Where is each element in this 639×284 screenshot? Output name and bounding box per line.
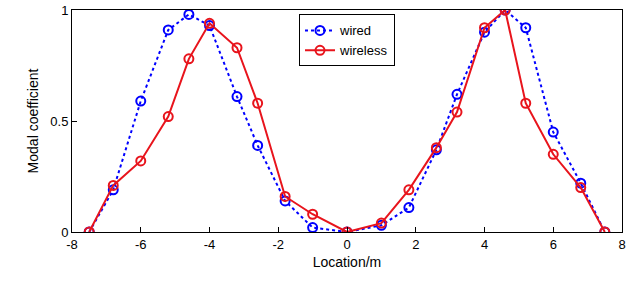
svg-text:-4: -4 (204, 237, 216, 252)
svg-text:-6: -6 (135, 237, 147, 252)
svg-text:8: 8 (618, 237, 625, 252)
svg-text:wired: wired (339, 23, 371, 38)
svg-text:1: 1 (61, 3, 68, 18)
svg-text:6: 6 (550, 237, 557, 252)
svg-text:0: 0 (343, 237, 350, 252)
svg-text:4: 4 (481, 237, 488, 252)
svg-text:-8: -8 (66, 237, 78, 252)
svg-text:0.5: 0.5 (50, 114, 68, 129)
svg-text:0: 0 (61, 225, 68, 240)
svg-text:Location/m: Location/m (313, 254, 381, 270)
svg-text:2: 2 (412, 237, 419, 252)
svg-text:wireless: wireless (339, 43, 387, 58)
svg-text:Modal coefficient: Modal coefficient (25, 68, 41, 173)
svg-text:-2: -2 (272, 237, 284, 252)
